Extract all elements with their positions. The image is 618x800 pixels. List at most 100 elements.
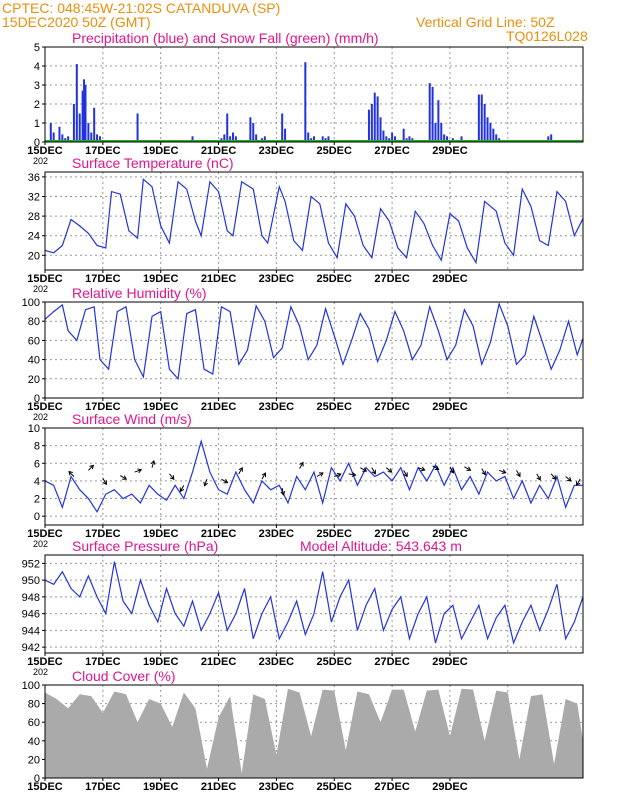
wind-arrow-icon [403,470,408,477]
precip-bar [434,123,437,142]
x-tick-label: 29DEC [432,401,468,413]
y-tick-label: 10 [28,423,40,435]
y-tick-label: 4 [34,61,40,73]
precip-bar [486,117,489,142]
x-tick-label: 17DEC [85,528,121,540]
wind-arrow-icon [168,473,175,480]
precip-bar [382,130,385,142]
x-tick-label: 21DEC [201,273,237,285]
precip-bar [61,134,64,142]
header-run-date: 15DEC2020 50Z (GMT) [2,14,151,30]
precip-bar [226,113,229,142]
y-tick-label: 942 [22,642,40,654]
y-tick-label: 24 [28,231,40,243]
wind-arrow-icon [576,478,581,486]
wind-arrow-head-icon [449,468,455,474]
precip-bar [49,123,52,142]
x-tick-label: 29DEC [432,273,468,285]
precip-bar [373,92,376,142]
wind-arrow-icon [299,462,304,469]
x-tick-label: 19DEC [143,528,179,540]
wind-arrow-icon [134,469,142,473]
header-grid-line: Vertical Grid Line: 50Z [416,14,555,30]
wind-arrow-icon [68,471,75,477]
x-tick-label: 17DEC [85,401,121,413]
wind-arrow-head-icon [261,472,267,478]
wind-arrow-icon [417,467,425,471]
cloud-cover-area [45,688,583,778]
y-tick-label: 2 [34,99,40,111]
wind-arrow-head-icon [280,490,286,496]
y-tick-label: 20 [28,250,40,262]
precip-bar [391,132,394,142]
x-tick-label: 27DEC [374,656,410,668]
x-tick-label: 27DEC [374,528,410,540]
precip-bar [83,79,86,142]
x-tick-label: 23DEC [259,145,295,157]
wind-arrow-icon [221,478,228,484]
wind-arrow-head-icon [566,477,572,482]
x-tick-label: 17DEC [85,656,121,668]
x-tick-label: 23DEC [259,528,295,540]
x-tick-year: 202 [33,539,48,549]
x-tick-year: 202 [33,156,48,166]
precip-bar [234,136,237,142]
wind-arrow-head-icon [362,467,368,472]
y-tick-label: 0 [34,511,40,523]
y-tick-label: 80 [28,316,40,328]
x-tick-year: 202 [33,667,48,677]
y-tick-label: 6 [34,458,40,470]
wind-arrow-head-icon [102,480,107,486]
precip-bar [379,117,382,142]
x-tick-label: 15DEC [27,401,63,413]
wind-arrow-head-icon [203,481,209,487]
header-model-id: TQ0126L028 [506,28,588,44]
precip-bar [443,134,446,142]
precip-bar [58,126,61,142]
precip-bar [281,113,284,142]
precip-bar [84,85,87,142]
wind-arrow-icon [516,470,521,477]
x-tick-label: 23DEC [259,656,295,668]
y-tick-label: 100 [22,680,40,692]
panel-title: Surface Pressure (hPa) [72,538,218,554]
wind-arrow-head-icon [576,481,581,487]
precip-bar [263,136,266,142]
y-tick-label: 952 [22,558,40,570]
precip-bar [72,104,75,142]
x-tick-label: 23DEC [259,781,295,793]
precip-bar [249,117,252,142]
precip-bar [313,136,315,142]
y-tick-label: 1 [34,118,40,130]
precip-bar [550,134,553,142]
precip-bar [547,136,550,142]
wind-arrow-icon [498,469,506,474]
wind-arrow-head-icon [150,459,156,465]
wind-arrow-head-icon [68,470,73,476]
precip-bar [385,136,388,142]
panel-title: Surface Temperature (nC) [72,155,234,171]
precip-bar [367,109,370,142]
precip-bar [191,136,194,142]
y-tick-label: 8 [34,441,40,453]
x-tick-label: 19DEC [143,401,179,413]
wind-arrow-icon [281,487,284,495]
precip-bar [321,136,324,142]
wind-arrow-icon [464,466,471,471]
panel-annotation: Model Altitude: 543.643 m [300,538,462,554]
panel-title: Precipitation (blue) and Snow Fall (gree… [72,30,379,46]
precip-bar [327,136,330,142]
precip-bar [78,113,81,142]
precip-bar [483,104,486,142]
panel-title: Surface Wind (m/s) [72,411,192,427]
pres-line [44,561,584,645]
precip-bar [52,132,55,142]
x-tick-label: 21DEC [201,145,237,157]
wind-arrow-icon [261,472,266,480]
wind-arrow-icon [316,472,324,477]
precip-bar [304,62,307,143]
y-tick-label: 0 [34,393,40,405]
x-tick-label: 15DEC [27,781,63,793]
wind-arrow-icon [536,473,541,481]
